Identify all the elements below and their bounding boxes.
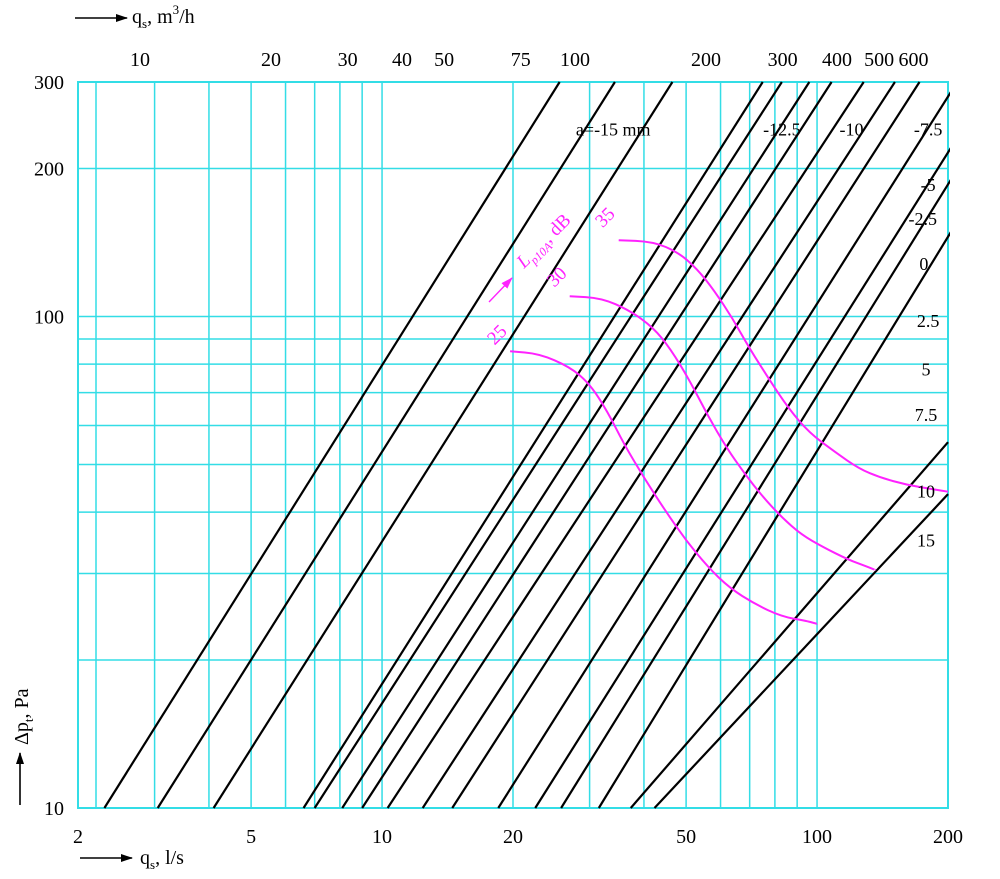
airflow-line-label: -12.5 xyxy=(763,120,801,140)
airflow-line-label: -5 xyxy=(921,175,936,195)
y-tick-label: 300 xyxy=(34,72,64,94)
x-top-tick-label: 400 xyxy=(822,49,852,71)
y-tick-label: 10 xyxy=(44,798,64,820)
x-bottom-tick-label: 50 xyxy=(676,826,696,848)
airflow-line xyxy=(597,231,950,809)
airflow-line xyxy=(341,81,811,809)
x-top-tick-label: 20 xyxy=(261,49,281,71)
airflow-line xyxy=(313,81,783,809)
sound-level-curves xyxy=(510,239,949,625)
airflow-line xyxy=(421,81,896,809)
x-top-tick-label: 600 xyxy=(899,49,929,71)
sound-curve-label: 35 xyxy=(591,204,619,232)
airflow-line xyxy=(361,81,833,809)
x-bottom-tick-label: 200 xyxy=(933,826,963,848)
x-bottom-tick-label: 5 xyxy=(246,826,256,848)
x-top-tick-label: 100 xyxy=(560,49,590,71)
airflow-line-label: 0 xyxy=(919,254,928,274)
airflow-line xyxy=(497,91,950,809)
airflow-line-label: -10 xyxy=(839,120,863,140)
airflow-line xyxy=(629,441,949,809)
sound-curve-35 xyxy=(618,239,949,493)
y-tick-label: 200 xyxy=(34,159,64,181)
airflow-lines xyxy=(103,81,950,809)
top-axis-label: qs, m3/h xyxy=(132,2,195,31)
grid xyxy=(78,81,949,809)
y-axis-title: Δpt, Pa xyxy=(11,688,36,805)
airflow-line xyxy=(103,81,561,809)
sound-axis-label: Lp10A, dB xyxy=(512,210,577,275)
x-top-tick-label: 40 xyxy=(392,49,412,71)
x-top-tick-label: 500 xyxy=(864,49,894,71)
bottom-axis-label: qs, l/s xyxy=(140,847,184,872)
x-bottom-tick-label: 20 xyxy=(503,826,523,848)
x-bottom-tick-label: 100 xyxy=(802,826,832,848)
airflow-line xyxy=(212,81,674,809)
x-top-tick-label: 200 xyxy=(691,49,721,71)
x-bottom-tick-label: 2 xyxy=(73,826,83,848)
sound-curve-label: 30 xyxy=(543,263,571,291)
x-top-tick-label: 300 xyxy=(768,49,798,71)
curve-labels: a=-15 mm -12.5 -10 -7.5-5-2.502.557.5101525… xyxy=(483,120,942,551)
airflow-line-label: 5 xyxy=(921,360,930,380)
airflow-line xyxy=(156,81,616,809)
airflow-line-label: 2.5 xyxy=(917,311,940,331)
y-tick-label: 100 xyxy=(34,307,64,329)
plot-border xyxy=(77,81,949,809)
airflow-line xyxy=(560,179,950,809)
plot-frame xyxy=(77,81,949,809)
airflow-line xyxy=(534,147,950,809)
x-top-tick-label: 75 xyxy=(511,49,531,71)
airflow-line-label: 10 xyxy=(917,482,935,502)
sound-curve-25 xyxy=(510,350,819,625)
top-axis-title: qs, m3/h xyxy=(75,2,195,31)
x-top-tick-label: 30 xyxy=(338,49,358,71)
x-bottom-tick-label: 10 xyxy=(372,826,392,848)
airflow-line-label: -7.5 xyxy=(914,120,943,140)
airflow-line xyxy=(451,81,921,809)
airflow-line-label: 7.5 xyxy=(915,405,938,425)
airflow-line xyxy=(302,81,764,809)
airflow-line-label: 15 xyxy=(917,531,935,551)
sound-axis-title: Lp10A, dB xyxy=(488,210,577,303)
bottom-axis-title: qs, l/s xyxy=(80,847,184,872)
airflow-line xyxy=(653,493,949,809)
y-axis-label: Δpt, Pa xyxy=(11,688,36,745)
sound-axis-arrow xyxy=(488,277,513,303)
x-top-tick-label: 50 xyxy=(434,49,454,71)
sound-curve-30 xyxy=(569,295,877,571)
airflow-line-label: a=-15 mm xyxy=(576,120,651,140)
airflow-line-label: -2.5 xyxy=(909,209,938,229)
x-top-tick-label: 10 xyxy=(130,49,150,71)
